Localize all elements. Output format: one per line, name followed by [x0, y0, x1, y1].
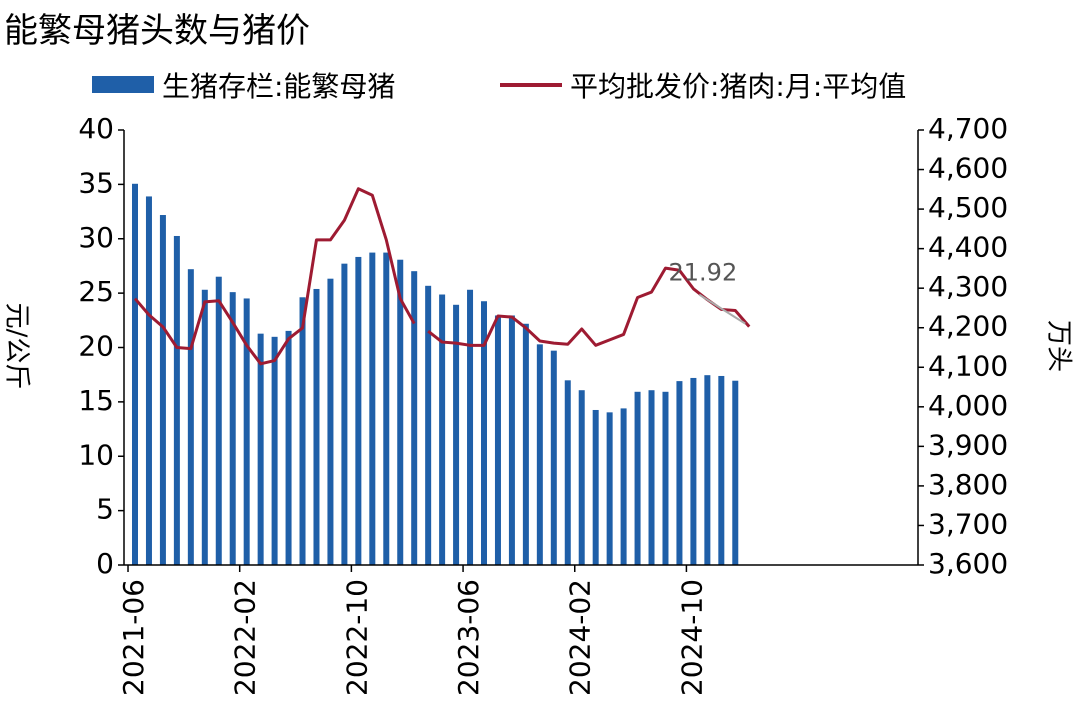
right-tick-label: 3,600 [928, 547, 1008, 580]
bar [704, 375, 711, 565]
right-tick-label: 4,100 [928, 349, 1008, 382]
bar [299, 297, 306, 565]
price-line [133, 187, 416, 366]
left-tick-label: 5 [96, 493, 114, 526]
bar [550, 350, 557, 565]
line-series [133, 187, 751, 366]
x-tick-label: 2024-10 [675, 579, 708, 696]
x-tick-label: 2022-10 [340, 579, 373, 696]
bar [648, 390, 655, 565]
bar [718, 375, 725, 565]
price-line [427, 266, 751, 347]
annotation: 21.92 [669, 259, 746, 325]
bar [439, 294, 446, 565]
bar [313, 288, 320, 565]
left-tick-label: 0 [96, 547, 114, 580]
legend-bar-swatch [92, 76, 154, 93]
legend-line-label: 平均批发价:猪肉:月:平均值 [570, 70, 906, 103]
bar [229, 292, 236, 565]
bar [508, 315, 515, 565]
bar [132, 183, 138, 565]
bar-series [132, 183, 739, 566]
bar [578, 390, 585, 565]
bar [145, 196, 152, 565]
bar [620, 408, 627, 565]
bar [411, 271, 418, 565]
left-tick-label: 30 [78, 221, 114, 254]
bar [369, 252, 376, 565]
bar [634, 391, 641, 565]
bar [732, 380, 739, 565]
right-tick-label: 3,900 [928, 428, 1008, 461]
right-tick-label: 4,700 [928, 112, 1008, 145]
x-tick-label: 2021-06 [117, 579, 150, 696]
bar [257, 333, 264, 565]
bar [187, 269, 194, 565]
bar [536, 344, 543, 565]
right-axis-label: 万头 [1044, 320, 1074, 372]
left-tick-label: 25 [78, 275, 114, 308]
legend-bar-label: 生猪存栏:能繁母猪 [162, 70, 395, 103]
bar [173, 235, 180, 566]
right-tick-label: 4,300 [928, 270, 1008, 303]
bar [494, 315, 501, 565]
x-tick-label: 2023-06 [452, 579, 485, 696]
bar [662, 391, 669, 565]
bar [467, 289, 474, 565]
right-tick-label: 4,500 [928, 191, 1008, 224]
bar [676, 381, 683, 565]
left-tick-label: 20 [78, 330, 114, 363]
bar [383, 252, 390, 565]
bar [564, 380, 571, 565]
right-tick-label: 4,000 [928, 389, 1008, 422]
x-tick-label: 2024-02 [564, 579, 597, 696]
left-axis-ticks: 0 5 10 15 20 25 30 35 40 [78, 112, 124, 580]
bar [425, 285, 432, 565]
bar [690, 377, 697, 565]
annotation-label: 21.92 [669, 259, 738, 287]
bar [355, 256, 362, 565]
bar [159, 215, 166, 565]
bar [327, 278, 334, 565]
bar [201, 289, 208, 565]
axes [123, 130, 919, 566]
bar [341, 263, 348, 565]
bar [271, 336, 278, 565]
bar [453, 304, 460, 565]
right-tick-label: 3,700 [928, 507, 1008, 540]
bar [285, 330, 292, 565]
bar [243, 298, 250, 565]
right-tick-label: 4,200 [928, 310, 1008, 343]
right-tick-label: 3,800 [928, 468, 1008, 501]
bar [397, 259, 404, 565]
left-tick-label: 40 [78, 112, 114, 145]
x-tick-label: 2022-02 [229, 579, 262, 696]
bar [606, 412, 613, 565]
bar [481, 301, 487, 565]
bar [522, 323, 529, 565]
annotation-leader [698, 293, 746, 325]
right-axis-ticks: 3,600 3,700 3,800 3,900 4,000 4,100 4,200 4,300… [918, 112, 1008, 580]
right-tick-label: 4,600 [928, 152, 1008, 185]
left-tick-label: 10 [78, 438, 114, 471]
bar [592, 409, 599, 565]
legend: 生猪存栏:能繁母猪 平均批发价:猪肉:月:平均值 [92, 70, 906, 103]
chart-title: 能繁母猪头数与猪价 [4, 11, 310, 51]
x-axis-ticks: 2021-06 2022-02 2022-10 2023-06 2024-02 2024-… [117, 565, 708, 696]
bar [215, 276, 222, 565]
left-axis-label: 元/公斤 [2, 303, 32, 390]
left-tick-label: 35 [78, 166, 114, 199]
left-tick-label: 15 [78, 384, 114, 417]
right-tick-label: 4,400 [928, 231, 1008, 264]
